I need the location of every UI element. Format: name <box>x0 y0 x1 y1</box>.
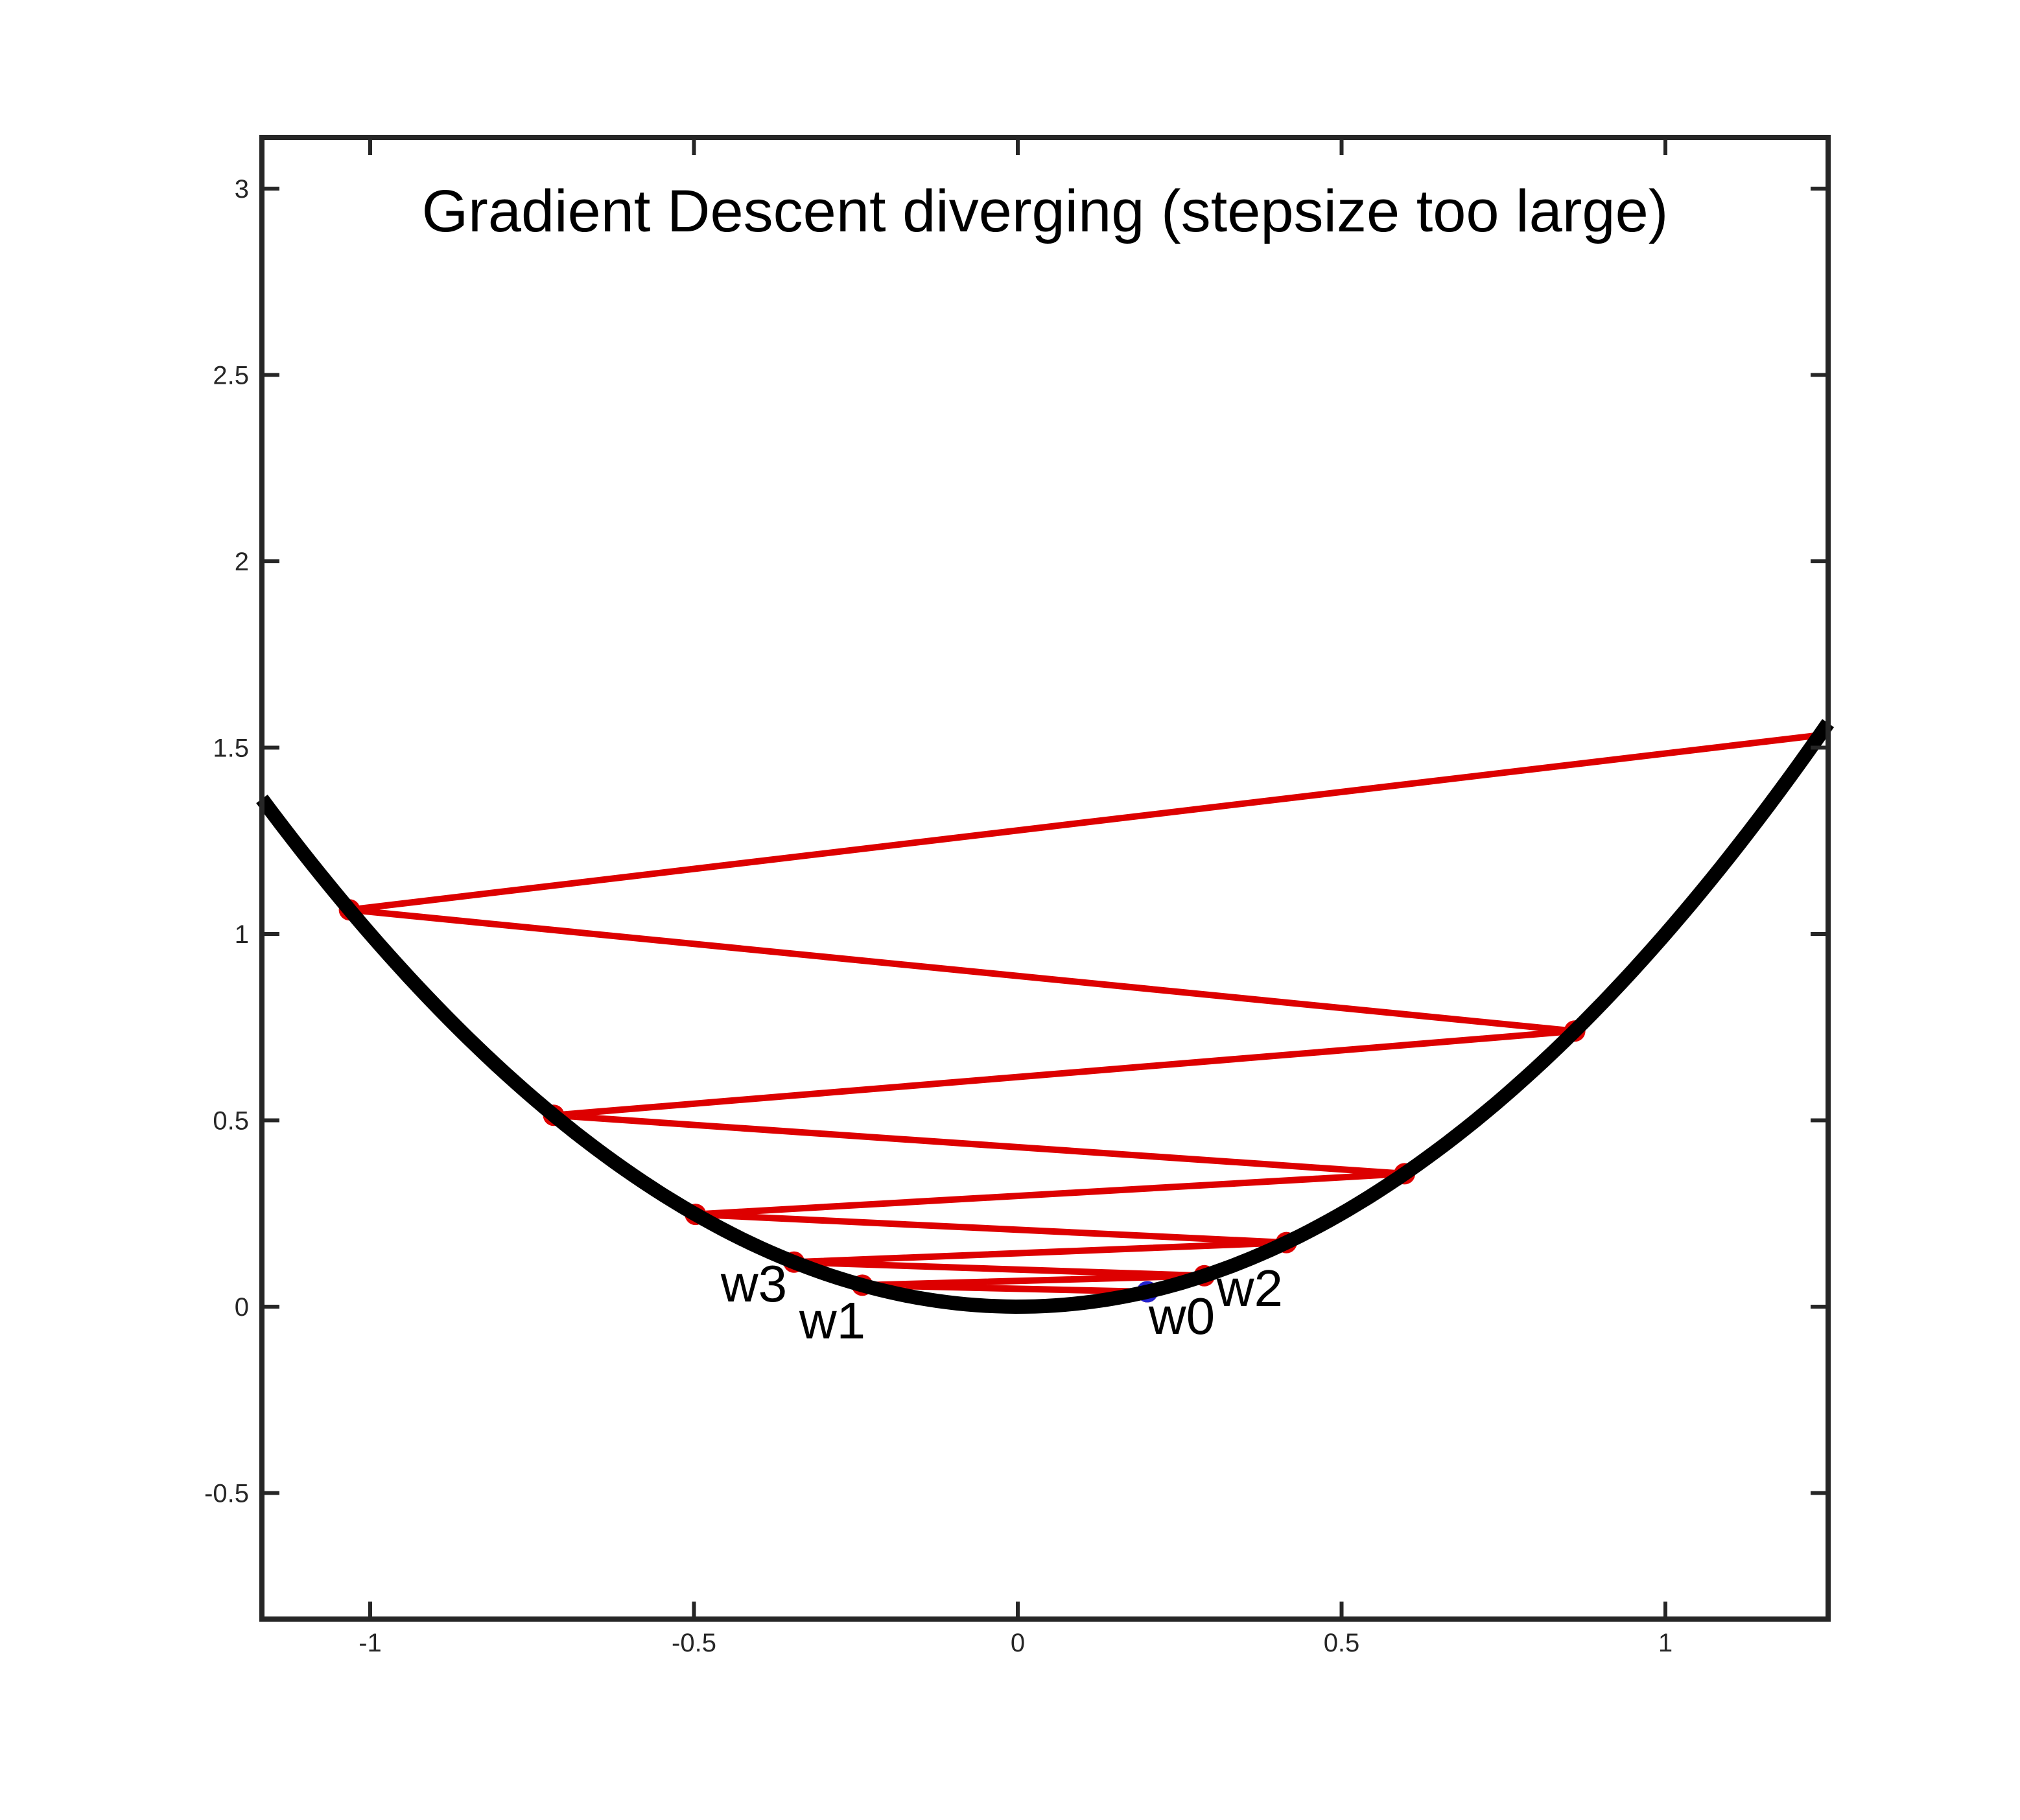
y-tick-label: 1.5 <box>213 734 249 763</box>
y-tick-label: 2.5 <box>213 362 249 390</box>
loss-curve <box>256 719 1835 1314</box>
y-tick-label: 1 <box>235 920 249 949</box>
y-tick-label: 0.5 <box>213 1107 249 1136</box>
x-tick-label: 1 <box>1658 1629 1673 1657</box>
x-tick-label: 0 <box>1011 1629 1025 1657</box>
y-tick-label: -0.5 <box>204 1480 249 1508</box>
y-tick-label: 0 <box>235 1293 249 1322</box>
axes-frame <box>259 135 1831 1622</box>
chart-title: Gradient Descent diverging (stepsize too… <box>422 178 1669 244</box>
x-tick-label: 0.5 <box>1324 1629 1360 1657</box>
y-tick-label: 2 <box>235 548 249 576</box>
point-label-w3: w3 <box>720 1255 787 1312</box>
x-tick-label: -1 <box>358 1629 382 1657</box>
point-label-w0: w0 <box>1148 1287 1215 1345</box>
plot-data-layer: w0 w1 w2 w3 <box>256 719 1835 1349</box>
point-label-w1: w1 <box>799 1292 865 1349</box>
point-label-w2: w2 <box>1216 1259 1283 1317</box>
axes-layer: -1 -0.5 0 0.5 1 -0.5 0 0.5 1 1.5 2 2.5 3 <box>204 135 1831 1657</box>
y-tick-label: 3 <box>235 175 249 204</box>
x-tick-label: -0.5 <box>672 1629 716 1657</box>
